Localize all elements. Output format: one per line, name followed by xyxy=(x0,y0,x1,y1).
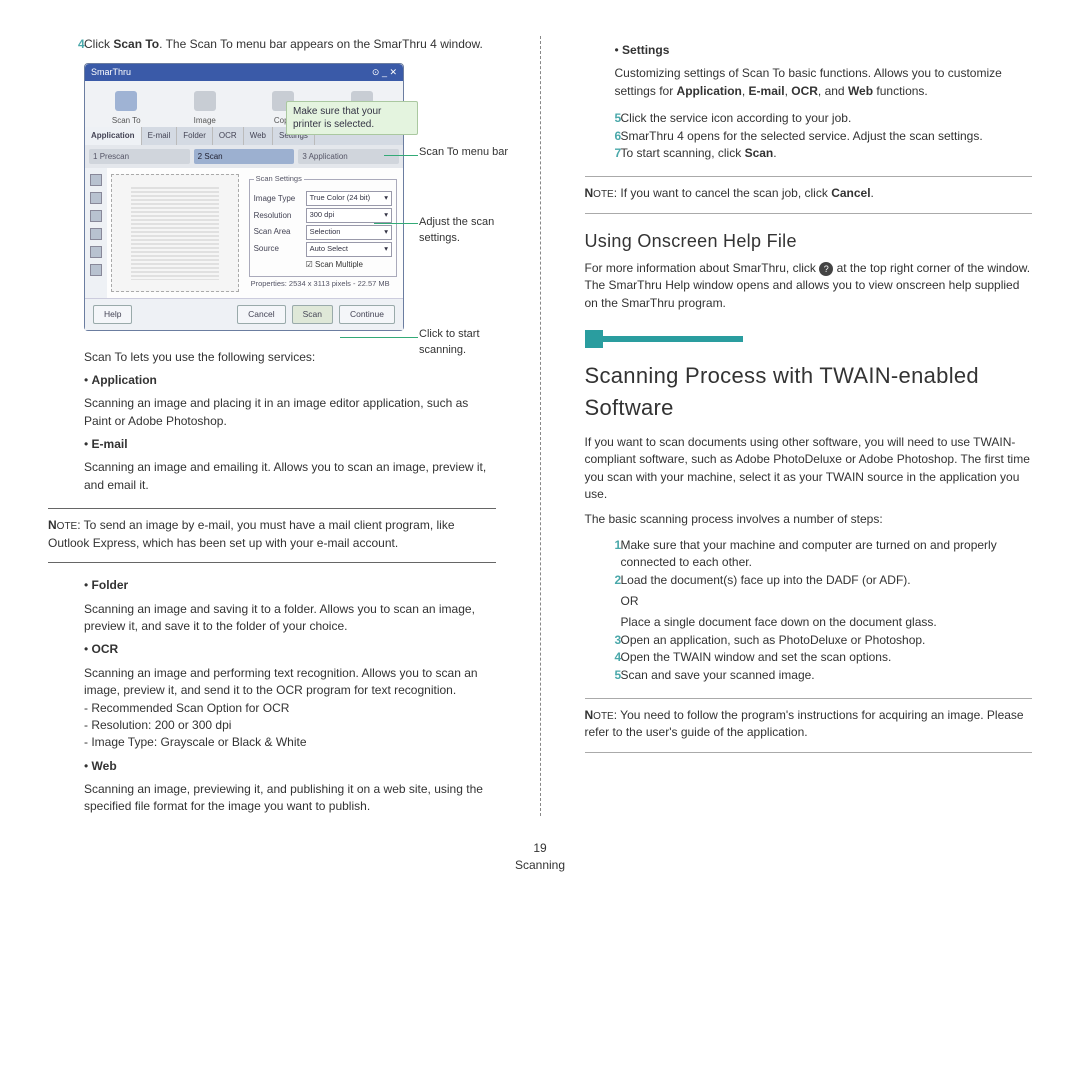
source-select[interactable]: Auto Select▾ xyxy=(306,242,392,257)
scan-button[interactable]: Scan xyxy=(292,305,333,323)
wiz-scan[interactable]: 2 Scan xyxy=(194,149,295,165)
window-controls-icon[interactable]: ⊙ _ ✕ xyxy=(372,66,397,79)
help-section-text: For more information about SmarThru, cli… xyxy=(585,260,1033,312)
twain-step-2: 2Load the document(s) face up into the D… xyxy=(585,572,1033,632)
note-cancel: NOTE: If you want to cancel the scan job… xyxy=(585,176,1033,214)
image-type-select[interactable]: True Color (24 bit)▾ xyxy=(306,191,392,206)
tool-icon[interactable] xyxy=(90,174,102,186)
step-num-4: 4 xyxy=(48,36,84,53)
properties-text: Properties: 2534 x 3113 pixels - 22.57 M… xyxy=(249,277,397,290)
cancel-button[interactable]: Cancel xyxy=(237,305,285,323)
wiz-application[interactable]: 3 Application xyxy=(298,149,399,165)
twain-step-1: 1Make sure that your machine and compute… xyxy=(585,537,1033,572)
page-layout: 4 Click Scan To. The Scan To menu bar ap… xyxy=(0,0,1080,836)
more-services: • Folder Scanning an image and saving it… xyxy=(48,577,496,816)
wiz-prescan[interactable]: 1 Prescan xyxy=(89,149,190,165)
annot-adjust: Adjust the scan settings. xyxy=(419,215,519,247)
annot-clickstart: Click to start scanning. xyxy=(419,327,519,359)
tooltip-printer-selected: Make sure that your printer is selected. xyxy=(286,101,418,135)
tool-icon[interactable] xyxy=(90,246,102,258)
page-footer: 19 Scanning xyxy=(0,840,1080,875)
twain-intro: If you want to scan documents using othe… xyxy=(585,434,1033,504)
resolution-select[interactable]: 300 dpi▾ xyxy=(306,208,392,223)
bigtab-scanto[interactable]: Scan To xyxy=(89,87,164,127)
tool-icon[interactable] xyxy=(90,192,102,204)
help-button[interactable]: Help xyxy=(93,305,132,323)
window-titlebar: SmarThru ⊙ _ ✕ xyxy=(85,64,403,81)
tool-icon[interactable] xyxy=(90,210,102,222)
page-number: 19 xyxy=(0,840,1080,857)
scanto-services: Scan To lets you use the following servi… xyxy=(48,349,496,495)
twain-title: Scanning Process with TWAIN-enabled Soft… xyxy=(585,360,1033,424)
twain-step-3: 3Open an application, such as PhotoDelux… xyxy=(585,632,1033,649)
bigtab-image[interactable]: Image xyxy=(168,87,243,127)
twain-step-5: 5Scan and save your scanned image. xyxy=(585,667,1033,684)
step-5: 5Click the service icon according to you… xyxy=(585,110,1033,127)
preview-toolbar xyxy=(85,168,107,298)
scan-preview xyxy=(111,174,239,292)
step-4: 4 Click Scan To. The Scan To menu bar ap… xyxy=(48,36,496,53)
step-6: 6SmarThru 4 opens for the selected servi… xyxy=(585,128,1033,145)
step-4-text: Click Scan To. The Scan To menu bar appe… xyxy=(84,36,496,53)
note-email: NOTE: To send an image by e-mail, you mu… xyxy=(48,508,496,563)
subtab-ocr[interactable]: OCR xyxy=(213,127,244,145)
window-footer: Help Cancel Scan Continue xyxy=(85,298,403,329)
scanarea-select[interactable]: Selection▾ xyxy=(306,225,392,240)
screenshot-figure: SmarThru ⊙ _ ✕ Scan To Image Copy Print … xyxy=(84,63,524,330)
tool-icon[interactable] xyxy=(90,228,102,240)
left-column: 4 Click Scan To. The Scan To menu bar ap… xyxy=(48,36,500,816)
section-name: Scanning xyxy=(0,857,1080,874)
subtab-folder[interactable]: Folder xyxy=(177,127,213,145)
twain-step-4: 4Open the TWAIN window and set the scan … xyxy=(585,649,1033,666)
scan-settings-panel: Scan Settings Image TypeTrue Color (24 b… xyxy=(243,168,403,298)
twain-intro2: The basic scanning process involves a nu… xyxy=(585,511,1033,528)
wizard-steps: 1 Prescan 2 Scan 3 Application xyxy=(85,145,403,169)
continue-button[interactable]: Continue xyxy=(339,305,395,323)
section-marker xyxy=(585,330,1033,348)
scan-body: Scan Settings Image TypeTrue Color (24 b… xyxy=(85,168,403,298)
tool-icon[interactable] xyxy=(90,264,102,276)
subtab-email[interactable]: E-mail xyxy=(142,127,178,145)
subtab-application[interactable]: Application xyxy=(85,127,142,145)
help-section-title: Using Onscreen Help File xyxy=(585,228,1033,254)
settings-text: Customizing settings of Scan To basic fu… xyxy=(615,65,1033,100)
help-icon[interactable]: ? xyxy=(819,262,833,276)
note-twain: NOTE: You need to follow the program's i… xyxy=(585,698,1033,753)
scan-multiple-checkbox[interactable]: ☑ Scan Multiple xyxy=(306,259,363,271)
annot-menubar: Scan To menu bar xyxy=(419,145,519,161)
step-7: 7To start scanning, click Scan. xyxy=(585,145,1033,162)
subtab-web[interactable]: Web xyxy=(244,127,273,145)
column-divider xyxy=(540,36,541,816)
right-column: • Settings Customizing settings of Scan … xyxy=(581,36,1033,816)
